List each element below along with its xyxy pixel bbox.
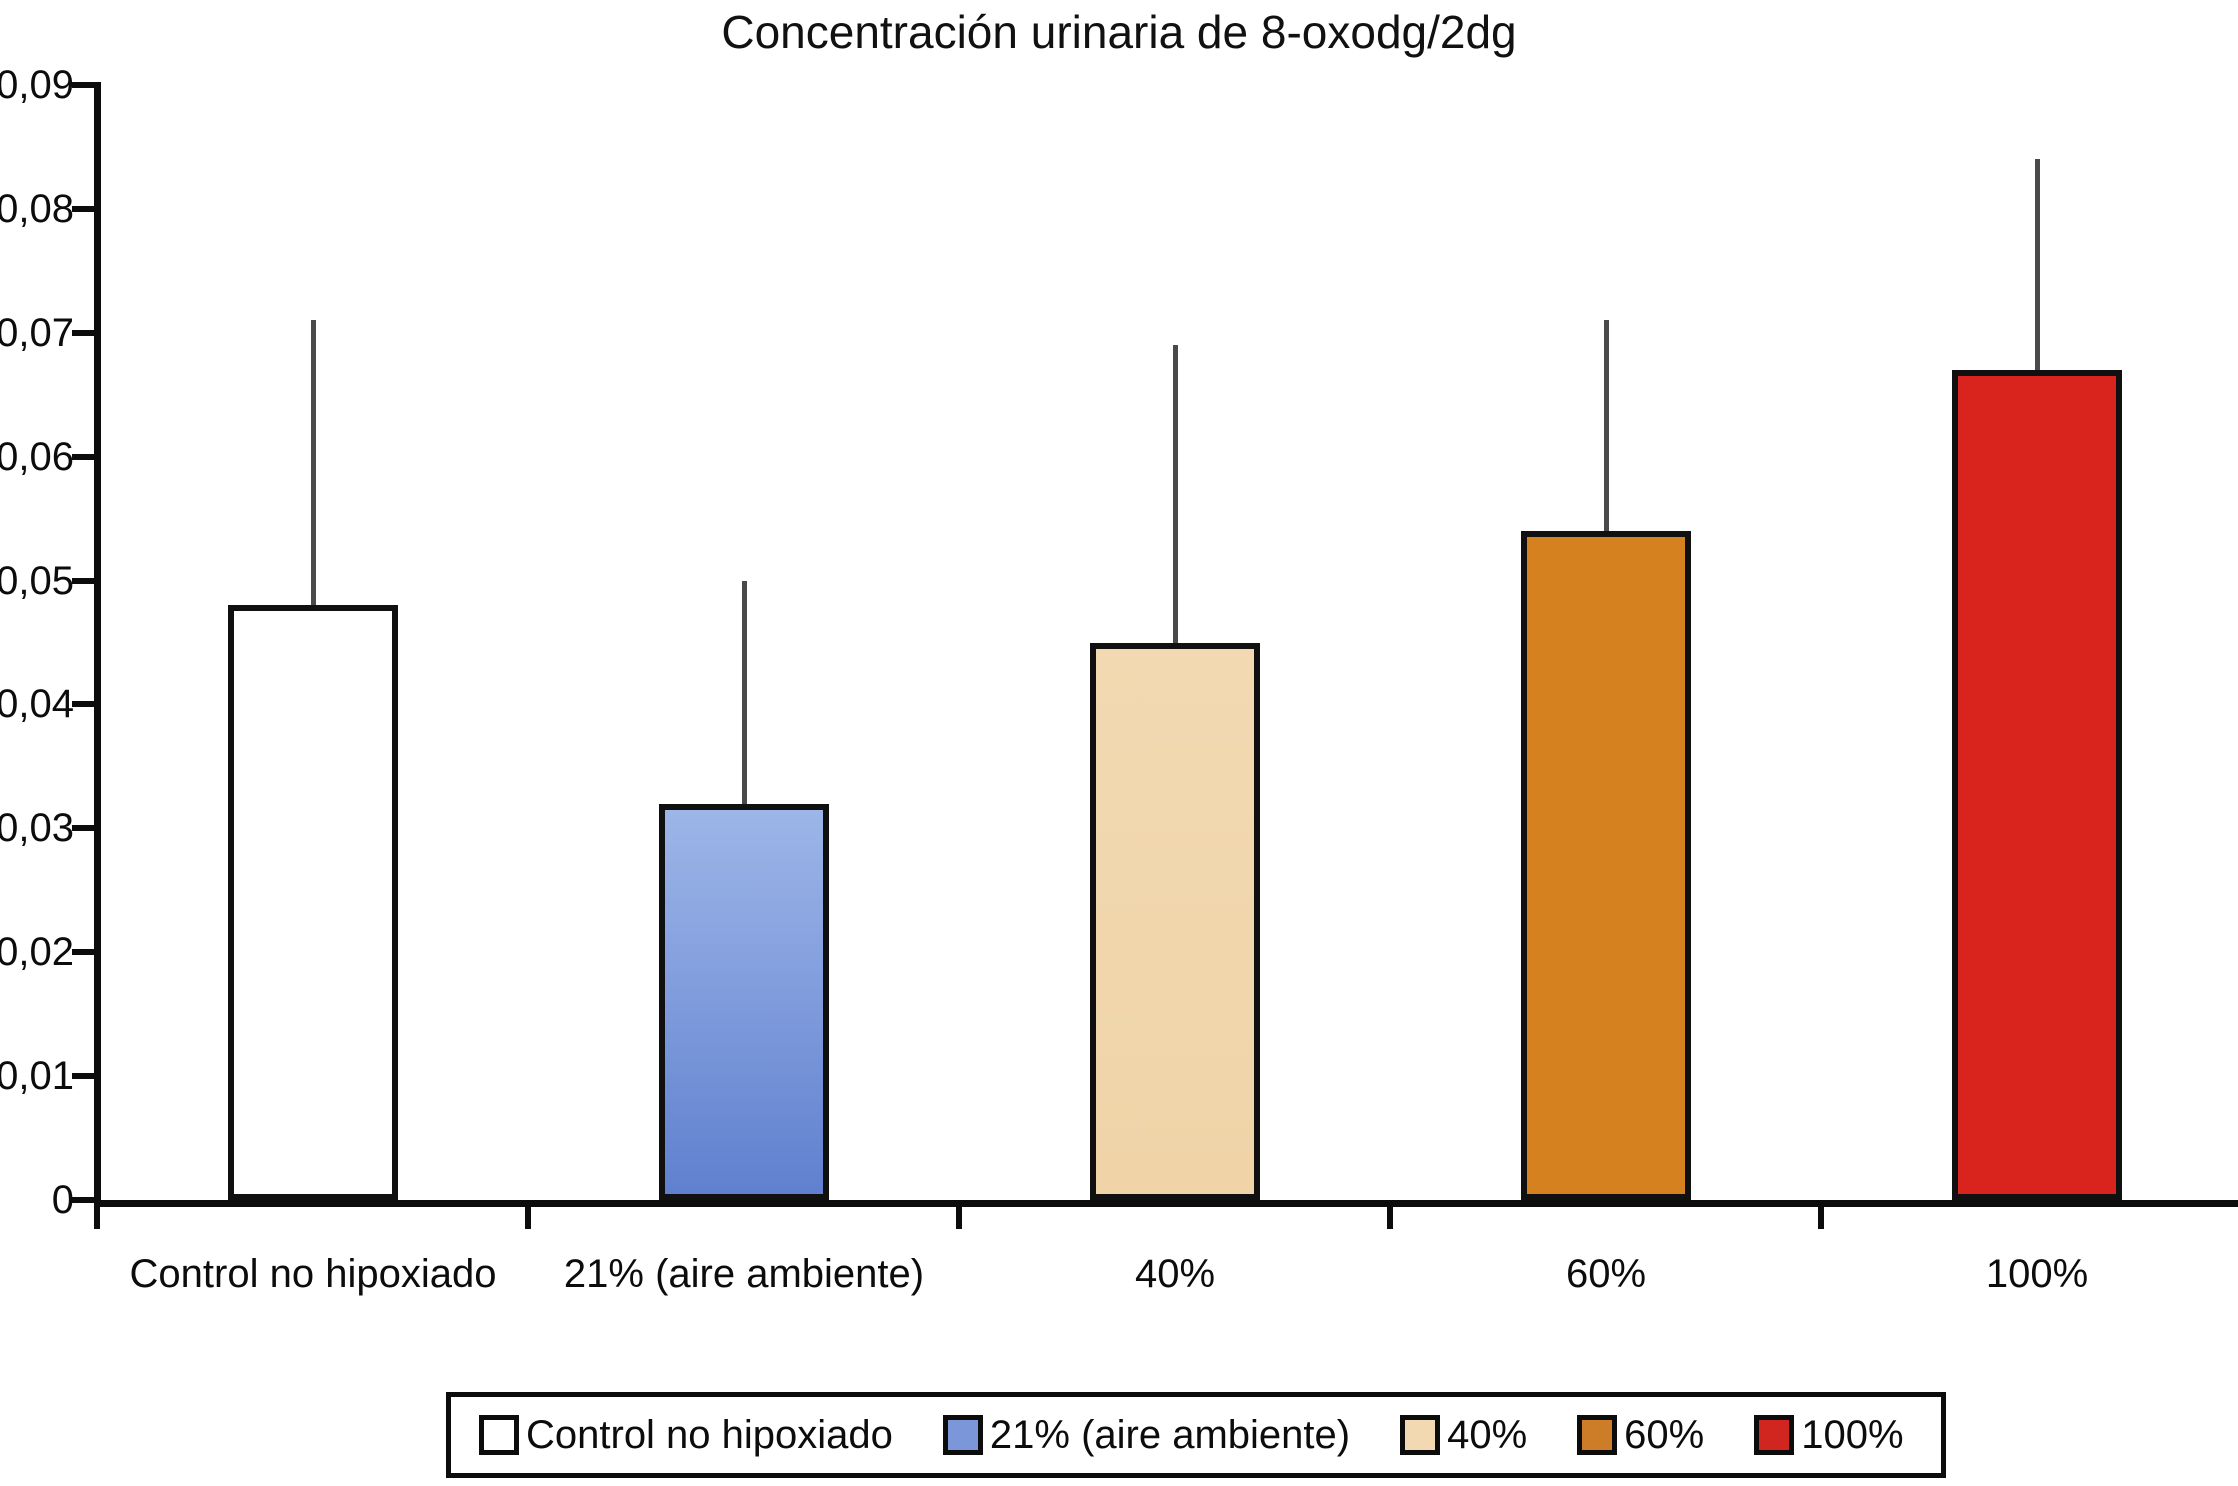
- error-bar: [741, 580, 747, 810]
- y-axis-line: [94, 82, 101, 1207]
- y-axis-tick: [72, 701, 94, 708]
- legend-swatch: [1577, 1415, 1618, 1455]
- y-axis-tick: [72, 205, 94, 212]
- y-axis-tick-label: 0,06: [0, 434, 74, 479]
- y-axis-tick: [72, 577, 94, 584]
- y-axis-tick: [72, 825, 94, 832]
- y-axis-tick-label: 0: [51, 1178, 74, 1222]
- legend-swatch: [1754, 1415, 1795, 1455]
- legend-item-label: 21% (aire ambiente): [989, 1413, 1351, 1457]
- y-axis-tick-label: 0,08: [0, 186, 74, 231]
- x-axis-category-label: 21% (aire ambiente): [563, 1252, 925, 1296]
- error-bar: [1603, 320, 1609, 537]
- legend-item: 21% (aire ambiente): [942, 1413, 1351, 1457]
- y-axis-tick-label: 0,09: [0, 63, 74, 107]
- y-axis-tick-label: 0,07: [0, 310, 74, 355]
- legend-item: 100%: [1754, 1413, 1904, 1457]
- chart-title: Concentración urinaria de 8-oxodg/2dg: [721, 6, 1517, 58]
- y-axis-tick-label: 0,05: [0, 558, 74, 603]
- bar-2: [659, 803, 829, 1200]
- y-axis-tick: [72, 453, 94, 460]
- legend-item-label: Control no hipoxiado: [526, 1413, 893, 1457]
- x-axis-category-label: 60%: [1565, 1252, 1647, 1296]
- legend-item: 60%: [1577, 1413, 1704, 1457]
- legend-item-label: 100%: [1801, 1413, 1904, 1457]
- x-axis-category-label: 40%: [1134, 1252, 1216, 1296]
- bar-1: [228, 605, 398, 1200]
- bar-4: [1521, 531, 1691, 1200]
- error-bar: [1172, 345, 1178, 649]
- legend-swatch: [1400, 1415, 1441, 1455]
- error-bar: [310, 320, 316, 612]
- legend-swatch: [942, 1415, 983, 1455]
- x-axis-line: [94, 1200, 2238, 1207]
- y-axis-tick-label: 0,03: [0, 806, 74, 851]
- legend-item: 40%: [1400, 1413, 1527, 1457]
- y-axis-tick: [72, 1197, 94, 1203]
- x-axis-tick: [956, 1207, 962, 1229]
- y-axis-tick-label: 0,04: [0, 682, 74, 727]
- y-axis-tick-label: 0,01: [0, 1054, 74, 1099]
- legend: Control no hipoxiado 21% (aire ambiente) 4…: [446, 1392, 1946, 1478]
- y-axis-tick: [72, 949, 94, 956]
- bar-5: [1952, 369, 2122, 1200]
- x-axis-tick: [94, 1207, 100, 1229]
- legend-item-label: 40%: [1447, 1413, 1528, 1457]
- x-axis-category-label: 100%: [1985, 1252, 2089, 1296]
- legend-item-label: 60%: [1624, 1413, 1705, 1457]
- y-axis-tick: [72, 329, 94, 336]
- y-axis-tick-label: 0,02: [0, 930, 74, 975]
- bar-3: [1090, 642, 1260, 1200]
- x-axis-category-label: Control no hipoxiado: [129, 1252, 497, 1296]
- y-axis-tick: [72, 1073, 94, 1080]
- x-axis-tick: [1387, 1207, 1393, 1229]
- y-axis-tick: [72, 82, 94, 88]
- x-axis-tick: [1818, 1207, 1824, 1229]
- error-bar: [2034, 159, 2040, 376]
- x-axis-tick: [525, 1207, 531, 1229]
- legend-item: Control no hipoxiado: [479, 1413, 893, 1457]
- legend-swatch: [479, 1415, 519, 1455]
